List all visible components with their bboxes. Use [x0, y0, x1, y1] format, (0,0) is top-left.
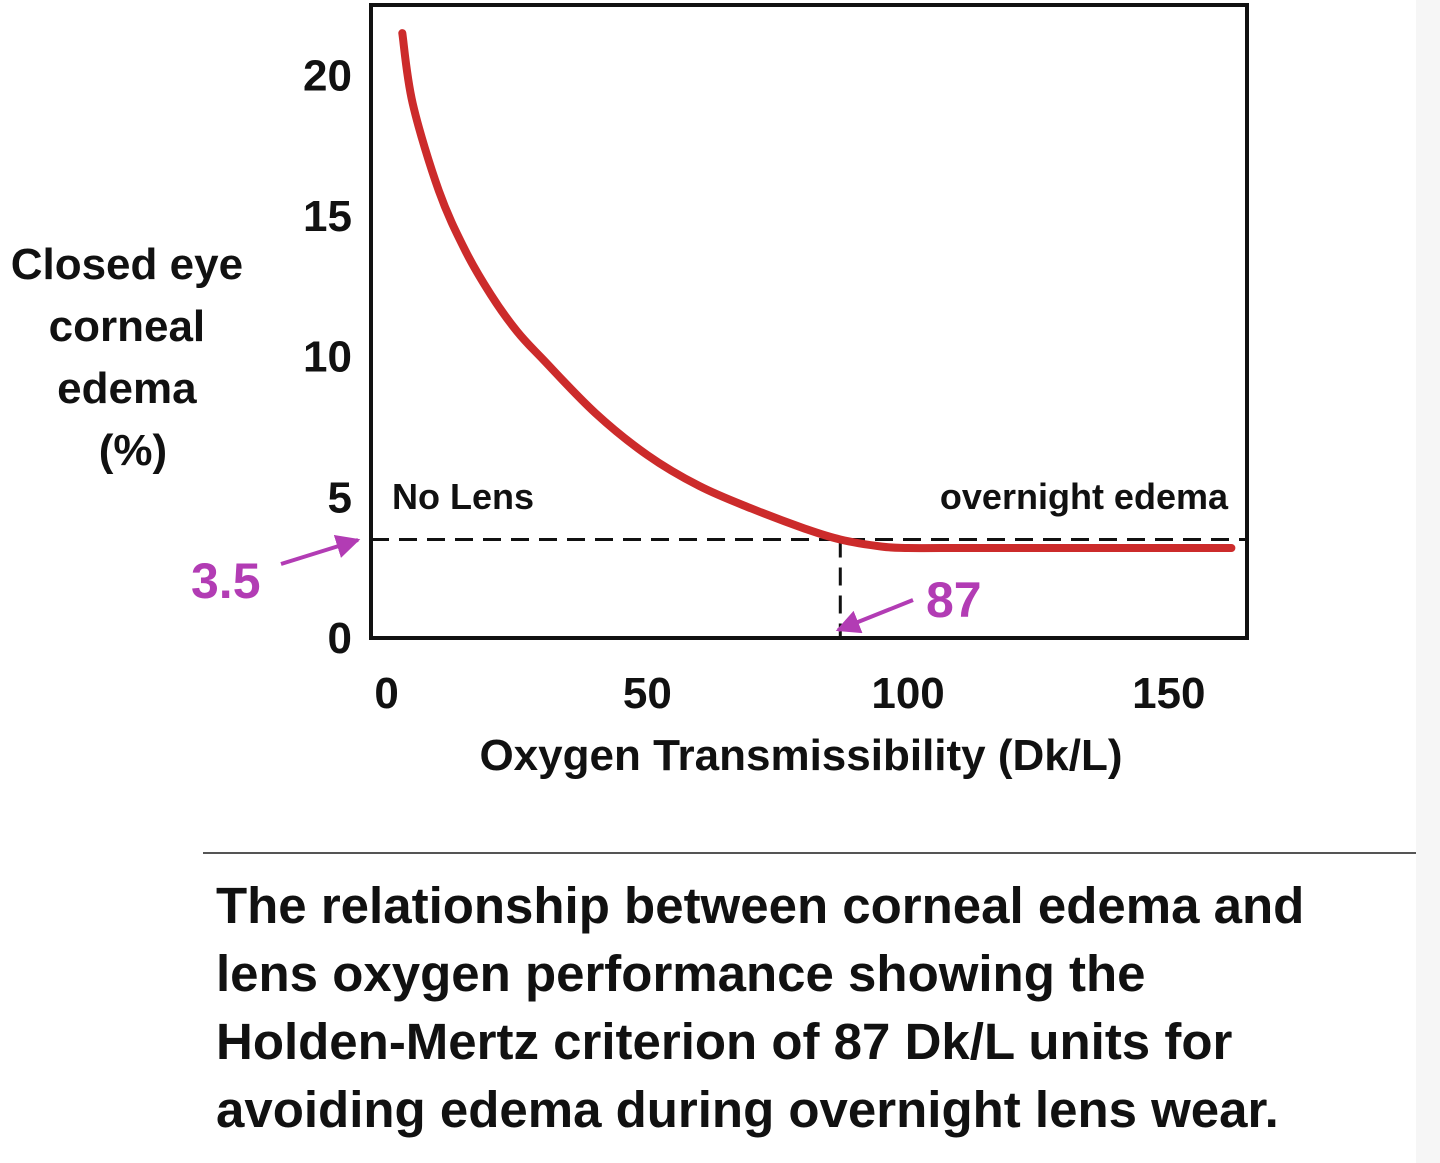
caption-divider — [203, 852, 1416, 854]
y-axis-title: Closed eye corneal edema (%) — [11, 240, 256, 475]
threshold-y-callout: 3.5 — [191, 553, 261, 609]
y-tick-labels: 0 5 10 15 20 — [303, 51, 352, 663]
y-axis-title-line: (%) — [99, 426, 167, 475]
threshold-x-callout: 87 — [926, 572, 982, 628]
y-tick-label: 5 — [328, 473, 352, 522]
y-tick-label: 15 — [303, 192, 352, 241]
x-tick-label: 150 — [1132, 669, 1205, 718]
x-tick-label: 0 — [374, 669, 398, 718]
overnight-edema-label: overnight edema — [940, 476, 1229, 517]
no-lens-label: No Lens — [392, 476, 534, 517]
y-tick-label: 20 — [303, 51, 352, 100]
x-axis-title: Oxygen Transmissibility (Dk/L) — [479, 731, 1122, 780]
y-tick-label: 10 — [303, 333, 352, 382]
threshold-y-arrow — [280, 534, 361, 566]
edema-chart: 0 50 100 150 0 5 10 15 20 No Lens overnight ede… — [11, 3, 1249, 780]
edema-curve-line — [398, 29, 1236, 553]
plot-frame — [369, 3, 1249, 640]
x-tick-labels: 0 50 100 150 — [374, 669, 1205, 718]
y-axis-title-line: corneal — [49, 302, 206, 351]
x-tick-label: 50 — [623, 669, 672, 718]
figure-caption: The relationship between corneal edema a… — [216, 877, 1305, 1138]
x-tick-label: 100 — [871, 669, 944, 718]
series-layer — [398, 29, 1236, 553]
y-tick-label: 0 — [328, 614, 352, 663]
threshold-x-arrow — [835, 598, 914, 634]
y-axis-title-line: edema — [57, 364, 197, 413]
y-axis-title-line: Closed eye — [11, 240, 243, 289]
page-edge — [1416, 0, 1440, 1163]
